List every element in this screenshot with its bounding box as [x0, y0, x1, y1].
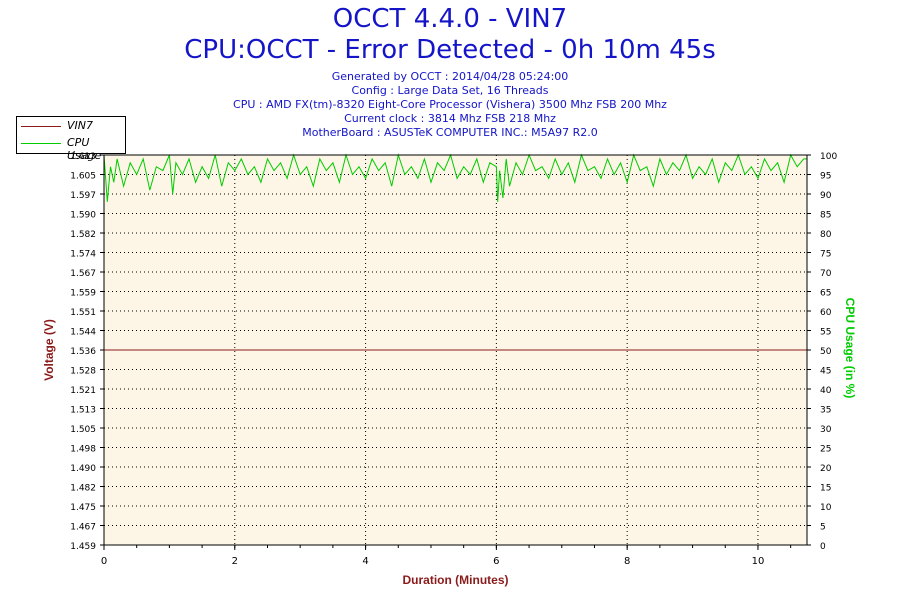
- legend: VIN7 CPU Usage: [16, 116, 126, 162]
- y2-tick-label: 15: [820, 484, 831, 494]
- y2-tick-label: 25: [820, 445, 831, 455]
- y-tick-label: 1.544: [70, 328, 96, 338]
- x-tick-label: 8: [624, 556, 630, 567]
- y2-tick-label: 45: [820, 367, 831, 377]
- legend-item-cpu-usage: CPU Usage: [17, 135, 125, 162]
- y2-tick-label: 80: [820, 230, 832, 240]
- info-clock: Current clock : 3814 Mhz FSB 218 Mhz: [344, 112, 556, 125]
- y-tick-label: 1.475: [70, 503, 96, 513]
- y2-tick-label: 0: [820, 542, 826, 552]
- legend-item-vin7: VIN7: [17, 118, 125, 134]
- legend-label-cpu-usage: CPU Usage: [67, 136, 102, 162]
- x-tick-label: 0: [101, 556, 107, 567]
- info-cpu: CPU : AMD FX(tm)-8320 Eight-Core Process…: [233, 98, 667, 111]
- y2-tick-label: 100: [820, 152, 837, 162]
- y-tick-label: 1.567: [70, 269, 96, 279]
- y-tick-label: 1.459: [70, 542, 96, 552]
- x-tick-label: 6: [493, 556, 499, 567]
- chart-subtitle: CPU:OCCT - Error Detected - 0h 10m 45s: [184, 35, 716, 65]
- y2-tick-label: 60: [820, 308, 832, 318]
- x-tick-label: 4: [362, 556, 368, 567]
- y2-tick-label: 75: [820, 250, 831, 260]
- y-tick-label: 1.513: [70, 406, 96, 416]
- y-tick-label: 1.551: [70, 308, 96, 318]
- x-axis-label: Duration (Minutes): [403, 573, 509, 587]
- y2-tick-label: 5: [820, 523, 826, 533]
- y-tick-label: 1.574: [70, 250, 96, 260]
- info-config: Config : Large Data Set, 16 Threads: [351, 84, 549, 97]
- y-tick-label: 1.528: [70, 367, 96, 377]
- y-tick-label: 1.559: [70, 289, 96, 299]
- y2-tick-label: 65: [820, 289, 831, 299]
- plot-frame: [103, 154, 808, 546]
- y-tick-label: 1.605: [70, 172, 96, 182]
- legend-swatch-cpu-usage: [21, 143, 61, 144]
- y-tick-label: 1.498: [70, 445, 96, 455]
- y2-tick-label: 30: [820, 425, 832, 435]
- y-tick-label: 1.597: [70, 191, 96, 201]
- y2-tick-label: 90: [820, 191, 832, 201]
- legend-swatch-vin7: [21, 126, 61, 127]
- y2-tick-label: 20: [820, 464, 832, 474]
- chart-title: OCCT 4.4.0 - VIN7: [332, 4, 568, 34]
- x-tick-label: 2: [232, 556, 238, 567]
- y2-tick-label: 70: [820, 269, 832, 279]
- info-generated: Generated by OCCT : 2014/04/28 05:24:00: [331, 70, 569, 83]
- y-tick-label: 1.536: [70, 347, 96, 357]
- y-tick-label: 1.521: [70, 386, 96, 396]
- y2-tick-label: 50: [820, 347, 832, 357]
- y2-tick-label: 85: [820, 211, 831, 221]
- legend-label-vin7: VIN7: [67, 119, 93, 132]
- y-axis-label: Voltage (V): [42, 319, 56, 381]
- y-tick-label: 1.613: [70, 152, 96, 162]
- y-tick-label: 1.590: [70, 211, 96, 221]
- y2-axis-label: CPU Usage (in %): [843, 298, 857, 399]
- info-motherboard: MotherBoard : ASUSTeK COMPUTER INC.: M5A…: [302, 126, 598, 139]
- y-tick-label: 1.482: [70, 484, 96, 494]
- y2-tick-label: 10: [820, 503, 832, 513]
- y-tick-label: 1.490: [70, 464, 96, 474]
- y2-tick-label: 40: [820, 386, 832, 396]
- y-tick-label: 1.582: [70, 230, 96, 240]
- y2-tick-label: 35: [820, 406, 831, 416]
- y-tick-label: 1.467: [70, 523, 96, 533]
- y2-tick-label: 55: [820, 328, 831, 338]
- y-tick-label: 1.505: [70, 425, 96, 435]
- y2-tick-label: 95: [820, 172, 831, 182]
- x-tick-label: 10: [752, 556, 765, 567]
